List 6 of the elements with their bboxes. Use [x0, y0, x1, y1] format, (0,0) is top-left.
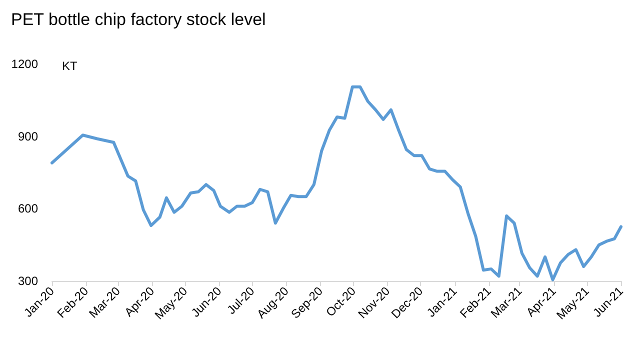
y-tick-label: 600 [18, 202, 38, 216]
y-tick-label: 1200 [11, 57, 38, 71]
y-tick-label: 900 [18, 129, 38, 144]
y-axis-title: KT [62, 59, 78, 73]
y-tick-label: 300 [18, 274, 38, 288]
chart-title: PET bottle chip factory stock level [11, 10, 266, 29]
